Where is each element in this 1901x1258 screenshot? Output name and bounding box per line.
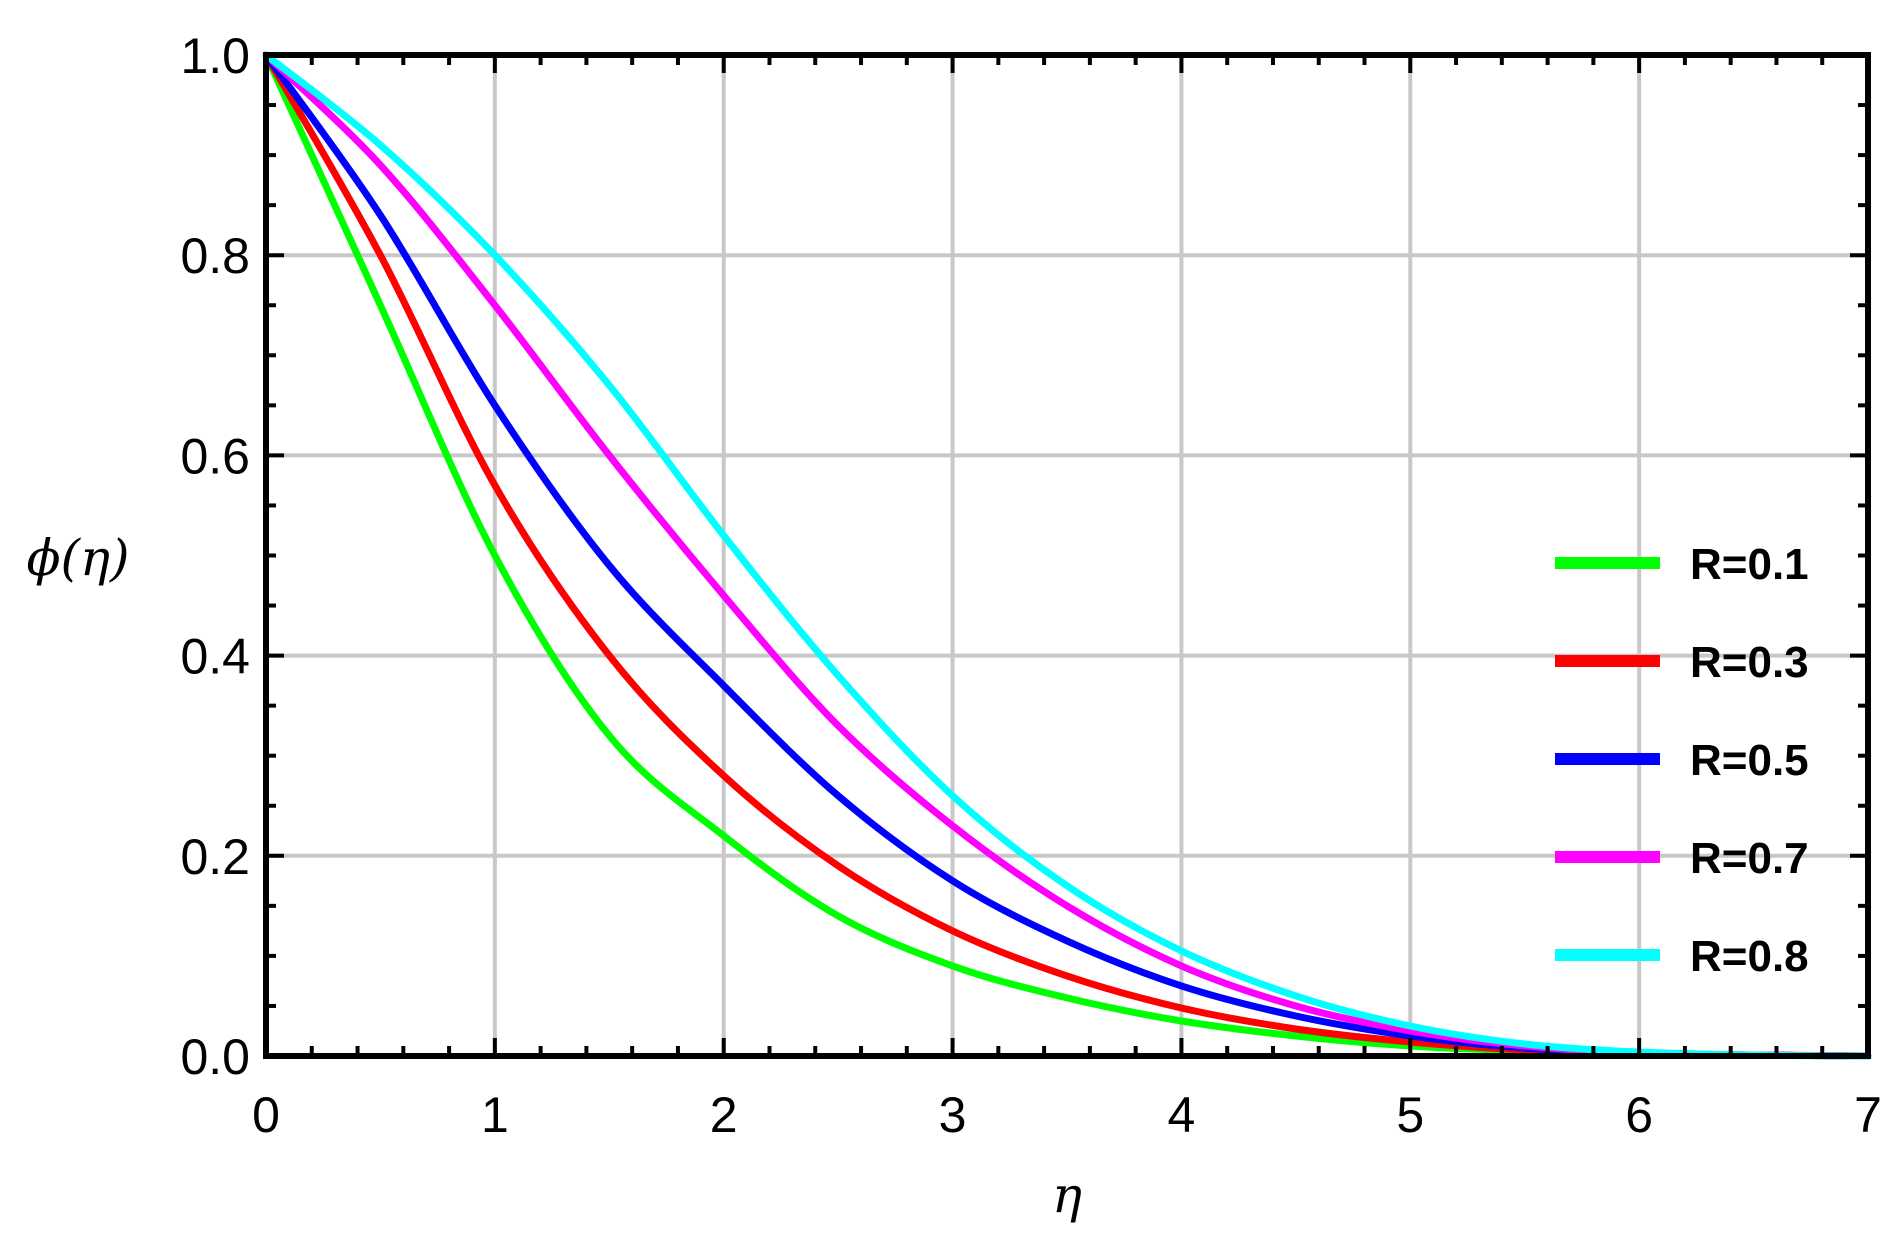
y-tick-label: 0.2 — [180, 829, 250, 885]
x-tick-label: 2 — [710, 1087, 738, 1143]
legend-label: R=0.5 — [1690, 736, 1809, 785]
series-line-5 — [262, 51, 1872, 1060]
series-group — [262, 51, 1872, 1060]
legend-label: R=0.8 — [1690, 932, 1809, 981]
x-tick-labels: 0 1 2 3 4 5 6 7 — [252, 1087, 1882, 1143]
x-tick-label: 6 — [1625, 1087, 1653, 1143]
y-tick-label: 0.4 — [180, 629, 250, 685]
y-tick-label: 0.0 — [180, 1029, 250, 1085]
x-tick-label: 3 — [939, 1087, 967, 1143]
x-tick-label: 4 — [1168, 1087, 1196, 1143]
y-tick-label: 0.6 — [180, 428, 250, 484]
y-axis-title: ϕ(η) — [26, 529, 129, 587]
x-tick-label: 1 — [481, 1087, 509, 1143]
y-tick-label: 1.0 — [180, 28, 250, 84]
y-tick-labels: 0.0 0.2 0.4 0.6 0.8 1.0 — [180, 28, 250, 1085]
x-tick-label: 5 — [1396, 1087, 1424, 1143]
legend: R=0.1 R=0.3 R=0.5 R=0.7 R=0.8 — [1555, 540, 1809, 981]
x-tick-label: 0 — [252, 1087, 280, 1143]
legend-label: R=0.3 — [1690, 638, 1809, 687]
x-axis-title: η — [1052, 1166, 1082, 1224]
legend-label: R=0.1 — [1690, 540, 1809, 589]
y-tick-label: 0.8 — [180, 228, 250, 284]
axis-ticks — [264, 53, 1870, 1058]
x-tick-label: 7 — [1854, 1087, 1882, 1143]
legend-label: R=0.7 — [1690, 834, 1809, 883]
